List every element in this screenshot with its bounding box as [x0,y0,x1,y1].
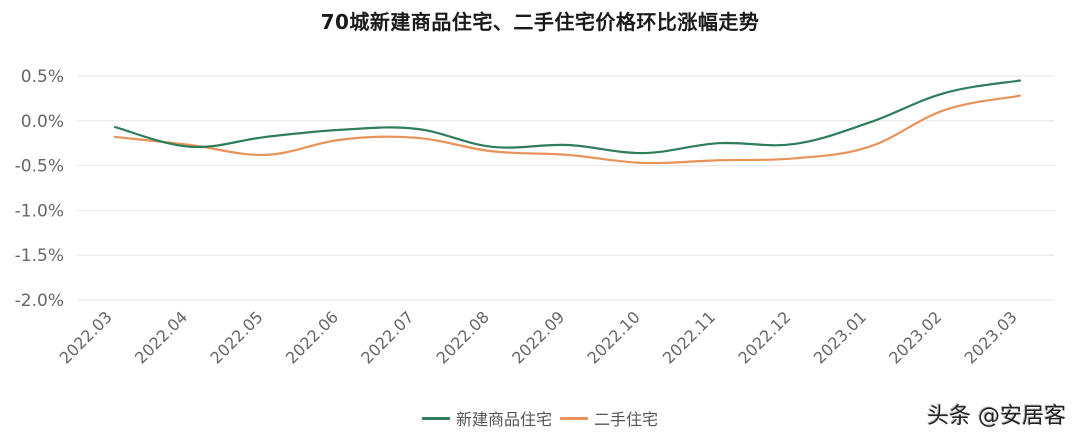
y-tick-label: 0.5% [21,67,64,87]
x-axis-ticks: 2022.03 2022.04 2022.05 2022.06 2022.07 2022.… [56,307,1021,367]
legend-item-second-hand[interactable]: 二手住宅 [560,406,658,430]
watermark: 头条 @安居客 [927,404,1066,429]
x-tick-label: 2023.03 [961,307,1021,367]
series-line [113,79,1022,155]
legend-item-new-homes[interactable]: 新建商品住宅 [421,406,552,430]
y-tick-label: -2.0% [15,291,64,311]
x-tick-label: 2023.02 [885,307,945,367]
x-tick-label: 2022.05 [206,307,266,367]
x-tick-label: 2022.12 [734,307,794,367]
legend-swatch-icon [560,416,588,420]
y-axis-ticks: 0.5% 0.0% -0.5% -1.0% -1.5% -2.0% [15,67,64,311]
y-tick-label: -1.5% [15,246,64,266]
x-tick-label: 2022.10 [584,307,644,367]
series-lines [113,79,1022,165]
y-tick-label: -0.5% [15,157,64,177]
gridlines [77,75,1055,301]
series-line [113,94,1022,165]
x-tick-label: 2022.04 [131,307,191,367]
x-tick-label: 2022.07 [357,307,417,367]
x-tick-label: 2022.06 [282,307,342,367]
x-tick-label: 2022.09 [508,307,568,367]
x-tick-label: 2022.11 [659,307,719,367]
legend-label: 新建商品住宅 [455,410,552,429]
legend-label: 二手住宅 [594,410,659,429]
y-tick-label: -1.0% [15,201,64,221]
legend-swatch-icon [421,416,450,420]
chart-title: 70城新建商品住宅、二手住宅价格环比涨幅走势 [320,10,760,34]
x-tick-label: 2023.01 [810,307,870,367]
legend: 新建商品住宅 二手住宅 [0,406,1080,430]
y-tick-label: 0.0% [21,112,64,132]
line-chart: 0.5%0.0%-0.5%-1.0%-1.5%-2.0% 2022.03 2022… [15,67,1055,368]
x-tick-label: 2022.03 [56,307,116,367]
x-tick-label: 2022.08 [433,307,493,367]
